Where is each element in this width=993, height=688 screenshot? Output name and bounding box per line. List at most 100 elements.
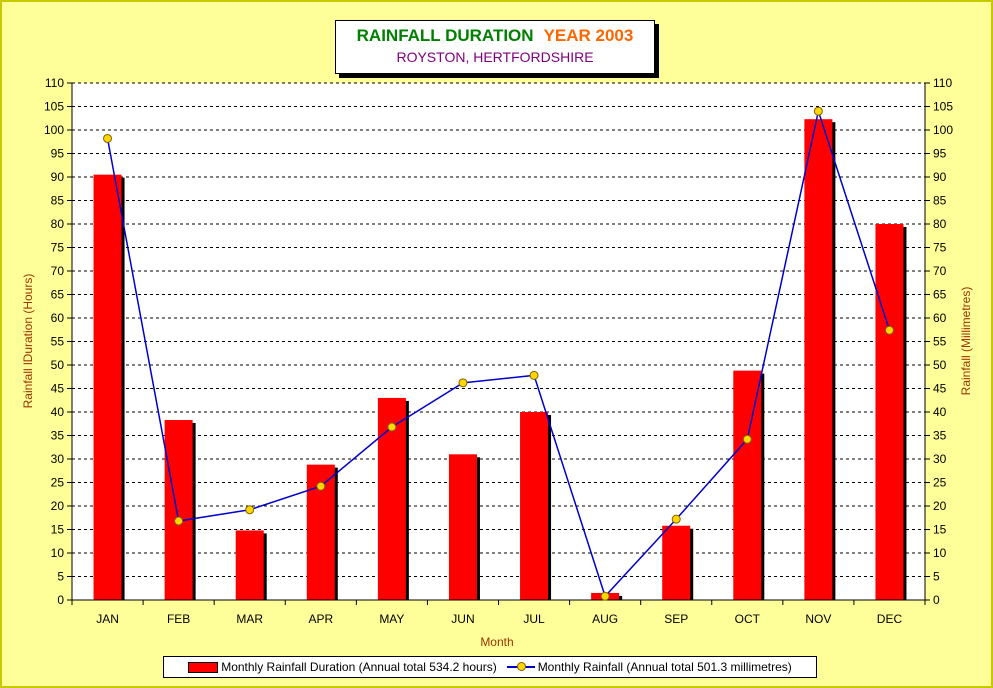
y-tick-label: 30: [51, 452, 65, 466]
legend: Monthly Rainfall Duration (Annual total …: [163, 656, 817, 678]
legend-label-rainfall: Monthly Rainfall (Annual total 501.3 mil…: [537, 660, 792, 674]
line-layer: [103, 106, 894, 601]
y2-tick-label: 90: [933, 170, 947, 184]
y2-tick-label: 25: [933, 476, 947, 490]
y-tick-label: 100: [44, 123, 64, 137]
x-axis-label: Month: [480, 635, 513, 649]
rainfall-point: [103, 133, 113, 143]
rainfall-point: [884, 325, 894, 335]
y2-tick-label: 75: [933, 241, 947, 255]
chart-title-year: YEAR 2003: [543, 26, 634, 45]
y-tick-label: 60: [51, 311, 65, 325]
y-tick-label: 20: [51, 499, 65, 513]
chart-subtitle: ROYSTON, HERTFORDSHIRE: [396, 49, 594, 65]
rainfall-line: [106, 108, 891, 598]
chart-title-box: RAINFALL DURATION YEAR 2003 ROYSTON, HERT…: [335, 20, 655, 74]
y2-tick-label: 40: [933, 405, 947, 419]
x-tick-label: JUL: [523, 612, 545, 626]
bar: [804, 119, 833, 600]
y2-tick-label: 50: [933, 358, 947, 372]
y-tick-label: 105: [44, 100, 64, 114]
y-tick-label: 110: [45, 76, 64, 90]
y2-tick-label: 45: [933, 382, 947, 396]
x-tick-label: JUN: [451, 612, 474, 626]
y-tick-label: 85: [51, 194, 65, 208]
y-tick-label: 40: [51, 405, 65, 419]
y2-axis-label: Rainfall (Millimetres): [959, 287, 973, 396]
rainfall-point: [316, 481, 326, 491]
x-tick-label: FEB: [167, 612, 190, 626]
rainfall-point: [387, 422, 397, 432]
rainfall-point: [458, 378, 468, 388]
y2-tick-label: 55: [933, 335, 947, 349]
y-tick-label: 50: [51, 358, 65, 372]
y2-tick-label: 105: [933, 100, 953, 114]
y2-tick-label: 65: [933, 288, 947, 302]
y2-tick-label: 110: [933, 76, 952, 90]
y-tick-label: 55: [51, 335, 65, 349]
bar: [662, 525, 691, 600]
y-tick-label: 80: [51, 217, 65, 231]
bar: [377, 397, 406, 600]
y-tick-label: 65: [51, 288, 65, 302]
x-tick-label: MAY: [379, 612, 404, 626]
rainfall-point: [245, 505, 255, 515]
y-tick-label: 5: [57, 570, 64, 584]
y2-tick-label: 30: [933, 452, 947, 466]
y2-tick-label: 60: [933, 311, 947, 325]
y-tick-label: 35: [51, 429, 65, 443]
y2-tick-label: 5: [933, 570, 940, 584]
rainfall-point: [600, 591, 610, 601]
y2-tick-label: 10: [933, 546, 947, 560]
y-tick-label: 70: [51, 264, 65, 278]
y-tick-label: 90: [51, 170, 65, 184]
y-axis-label: Rainfall lDuration (Hours): [21, 274, 35, 409]
x-tick-label: APR: [308, 612, 333, 626]
y2-tick-label: 80: [933, 217, 947, 231]
y-tick-label: 10: [51, 546, 65, 560]
rainfall-point: [813, 106, 823, 116]
legend-item-rainfall: Monthly Rainfall (Annual total 501.3 mil…: [497, 660, 792, 674]
y2-tick-label: 85: [933, 194, 947, 208]
bar: [235, 530, 264, 600]
legend-swatch-line: [506, 662, 535, 672]
x-tick-label: SEP: [664, 612, 688, 626]
x-tick-label: JAN: [96, 612, 119, 626]
y2-tick-label: 0: [933, 593, 940, 607]
x-tick-label: MAR: [236, 612, 263, 626]
chart-title-line: RAINFALL DURATION YEAR 2003: [336, 26, 654, 46]
bar: [520, 412, 549, 600]
bars-layer: [93, 119, 907, 600]
y-tick-label: 45: [51, 382, 65, 396]
x-tick-label: AUG: [592, 612, 618, 626]
y-tick-label: 25: [51, 476, 65, 490]
y-tick-label: 0: [57, 593, 64, 607]
rainfall-point: [174, 516, 184, 526]
y-tick-label: 75: [51, 241, 65, 255]
grid-layer: [72, 82, 925, 600]
bar: [875, 224, 904, 600]
y2-tick-label: 100: [933, 123, 953, 137]
y2-tick-label: 20: [933, 499, 947, 513]
y-tick-label: 95: [51, 147, 65, 161]
y2-tick-label: 95: [933, 147, 947, 161]
legend-label-duration: Monthly Rainfall Duration (Annual total …: [221, 660, 497, 674]
bar: [164, 419, 193, 600]
bar: [93, 174, 122, 600]
legend-swatch-bar: [188, 661, 219, 673]
y2-tick-label: 70: [933, 264, 947, 278]
y-tick-label: 15: [51, 523, 65, 537]
x-tick-label: NOV: [805, 612, 831, 626]
bar: [733, 370, 762, 600]
y2-tick-label: 35: [933, 429, 947, 443]
bar: [448, 454, 477, 600]
x-tick-label: DEC: [877, 612, 903, 626]
rainfall-point: [742, 434, 752, 444]
x-tick-label: OCT: [735, 612, 761, 626]
y2-tick-label: 15: [933, 523, 947, 537]
rainfall-point: [671, 514, 681, 524]
chart-title: RAINFALL DURATION: [356, 26, 534, 45]
legend-item-duration: Monthly Rainfall Duration (Annual total …: [188, 660, 497, 674]
